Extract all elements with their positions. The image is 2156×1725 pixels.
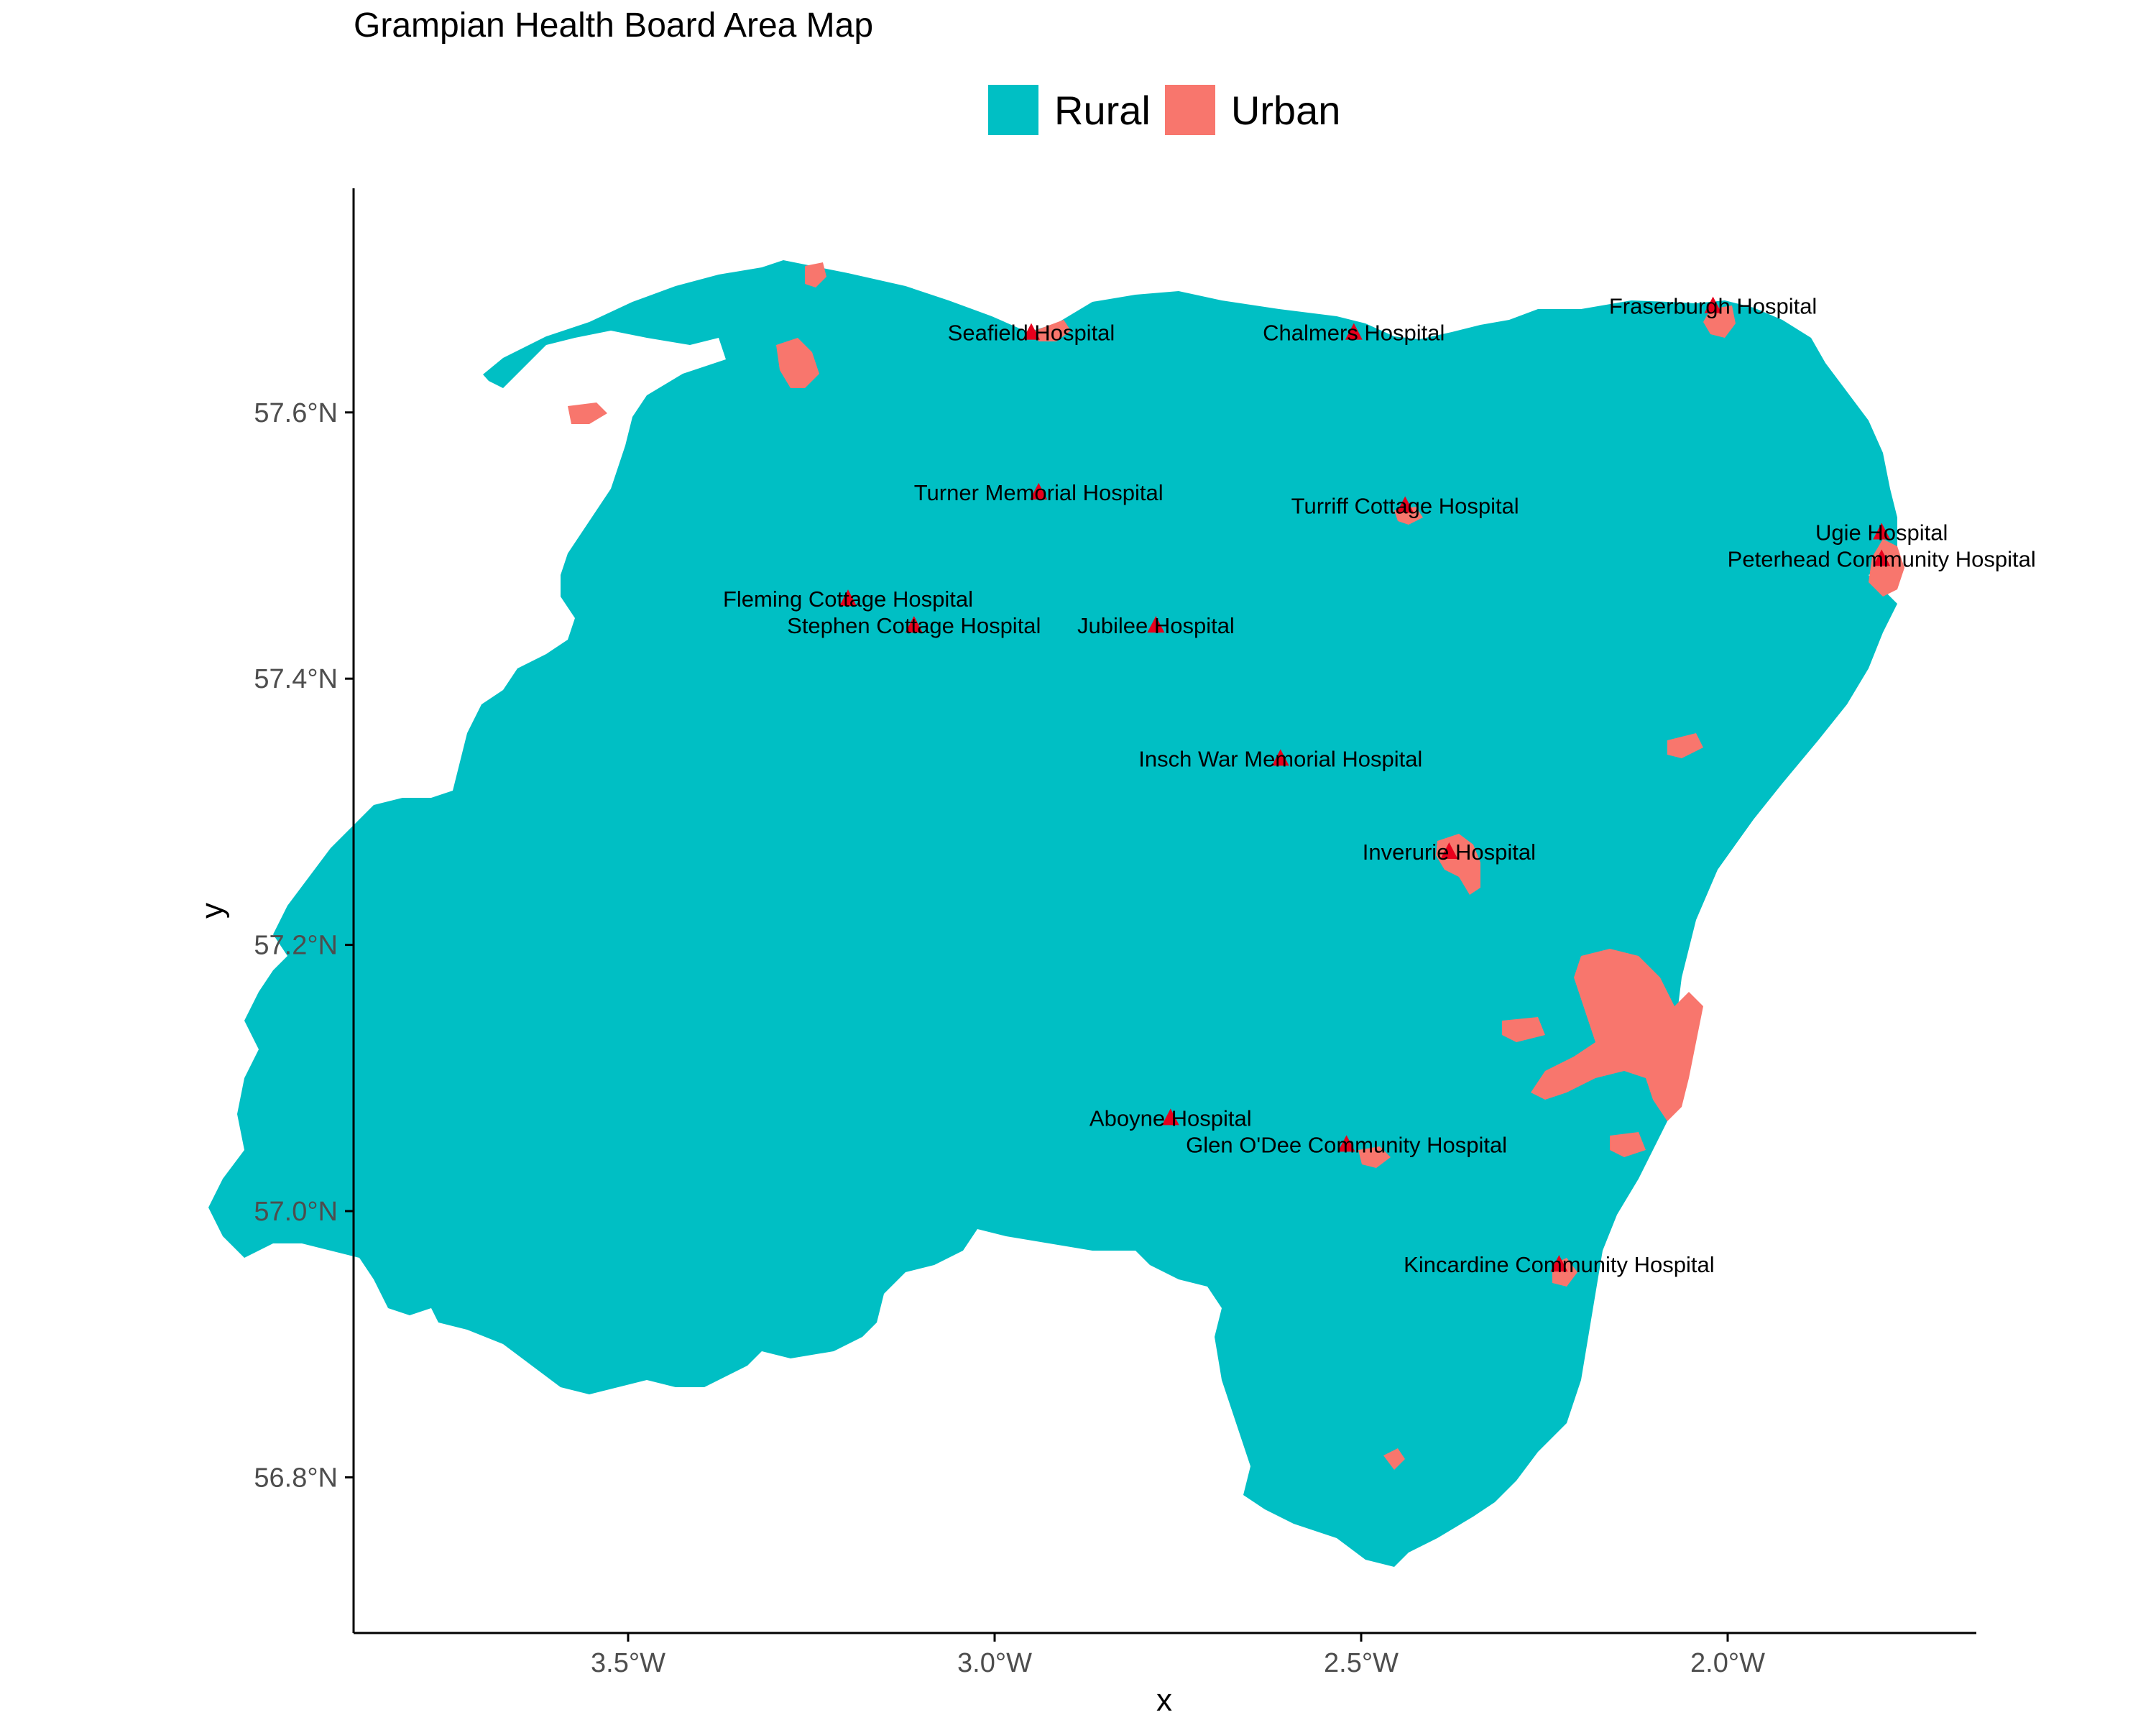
urban-area-lossiemouth [805, 262, 826, 288]
hospital-marker [1023, 323, 1040, 340]
hospital-marker [1030, 482, 1048, 500]
legend-label-urban: Urban [1230, 87, 1341, 133]
urban-area-peterhead [1869, 539, 1904, 597]
hospital-marker [1337, 1135, 1355, 1152]
y-tick-label: 57.6°N [254, 398, 338, 428]
hospital-label: Fraserburgh Hospital [1609, 294, 1817, 319]
hospital-marker [1873, 523, 1891, 540]
urban-area-aberdeen [1531, 949, 1703, 1121]
urban-area-portlethen [1610, 1132, 1646, 1157]
legend-label-rural: Rural [1054, 87, 1151, 133]
urban-area-buckie [1035, 320, 1071, 341]
hospital-label: Jubilee Hospital [1077, 613, 1235, 638]
hospital-marker [905, 616, 923, 633]
hospital-label: Fleming Cottage Hospital [723, 586, 973, 612]
hospital-label: Insch War Memorial Hospital [1138, 746, 1422, 771]
hospital-label: Seafield Hospital [948, 321, 1115, 346]
y-tick-label: 57.0°N [254, 1197, 338, 1227]
hospital-label: Turner Memorial Hospital [914, 480, 1164, 505]
hospital-marker [1345, 323, 1363, 340]
urban-area-elgin [776, 338, 819, 388]
hospital-marker [1396, 496, 1414, 513]
urban-area-forres [568, 402, 607, 424]
y-tick-label: 57.2°N [254, 931, 338, 961]
hospital-marker [1704, 296, 1722, 313]
hospital-marker [1550, 1255, 1568, 1272]
x-axis-title: x [1156, 1683, 1172, 1718]
hospital-label: Kincardine Community Hospital [1404, 1252, 1714, 1277]
hospital-marker [1161, 1108, 1179, 1126]
urban-area-inverbervie [1383, 1448, 1405, 1470]
y-tick-label: 56.8°N [254, 1463, 338, 1493]
hospital-label: Turriff Cottage Hospital [1291, 493, 1519, 518]
map-title: Grampian Health Board Area Map [354, 6, 874, 45]
x-tick-label: 2.0°W [1690, 1648, 1765, 1678]
rural-area [208, 260, 1897, 1567]
y-tick-label: 57.4°N [254, 664, 338, 694]
legend-swatch-rural [988, 85, 1038, 135]
x-tick-label: 3.5°W [591, 1648, 665, 1678]
hospital-label: Aboyne Hospital [1089, 1105, 1252, 1131]
hospital-marker [1147, 616, 1165, 633]
hospital-label: Stephen Cottage Hospital [787, 613, 1041, 638]
legend: Rural Urban [988, 85, 1355, 135]
urban-area-westhill [1502, 1017, 1545, 1042]
hospital-label: Chalmers Hospital [1263, 321, 1445, 346]
y-axis-ticks: 56.8°N 57.0°N 57.2°N 57.4°N 57.6°N [254, 398, 354, 1493]
hospital-label: Glen O'Dee Community Hospital [1186, 1132, 1507, 1157]
hospital-label: Peterhead Community Hospital [1728, 547, 2036, 572]
hospital-marker [839, 589, 857, 607]
hospital-label: Inverurie Hospital [1363, 840, 1536, 865]
hospital-label: Ugie Hospital [1815, 520, 1948, 545]
hospital-marker [1271, 749, 1289, 766]
legend-swatch-urban [1164, 85, 1215, 135]
x-axis-ticks: 3.5°W 3.0°W 2.5°W 2.0°W [591, 1633, 1765, 1678]
urban-area-ellon [1667, 733, 1703, 758]
legend-item-rural: Rural [988, 85, 1151, 135]
hospital-marker [1873, 549, 1891, 566]
legend-item-urban: Urban [1164, 85, 1341, 135]
y-axis-title: y [195, 903, 230, 919]
x-tick-label: 3.0°W [957, 1648, 1032, 1678]
hospital-markers: Seafield Hospital Chalmers Hospital Fraser… [723, 294, 2036, 1277]
urban-area-banchory [1358, 1146, 1391, 1168]
urban-areas [568, 262, 1904, 1470]
urban-area-fraserburgh [1703, 305, 1736, 338]
hospital-marker [1440, 842, 1458, 859]
x-tick-label: 2.5°W [1324, 1648, 1399, 1678]
